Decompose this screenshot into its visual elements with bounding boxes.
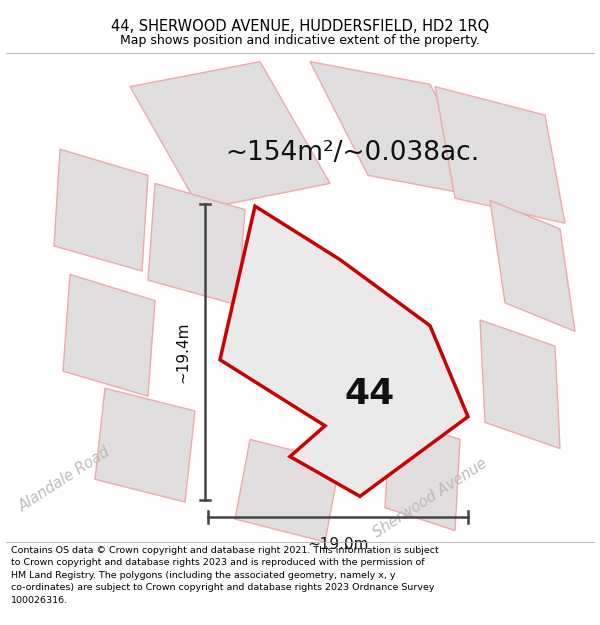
Text: Contains OS data © Crown copyright and database right 2021. This information is : Contains OS data © Crown copyright and d… — [11, 546, 439, 604]
Polygon shape — [480, 320, 560, 449]
Polygon shape — [63, 274, 155, 396]
Polygon shape — [54, 149, 148, 271]
Polygon shape — [220, 206, 468, 496]
Polygon shape — [385, 417, 460, 531]
Text: 44, SHERWOOD AVENUE, HUDDERSFIELD, HD2 1RQ: 44, SHERWOOD AVENUE, HUDDERSFIELD, HD2 1… — [111, 19, 489, 34]
Text: Alandale Road: Alandale Road — [17, 444, 113, 514]
Polygon shape — [490, 201, 575, 331]
Text: ~154m²/~0.038ac.: ~154m²/~0.038ac. — [225, 139, 479, 166]
Polygon shape — [130, 62, 330, 209]
Text: Sherwood Avenue: Sherwood Avenue — [370, 456, 490, 541]
Text: ~19.0m: ~19.0m — [307, 537, 369, 552]
Polygon shape — [310, 62, 490, 198]
Text: 44: 44 — [345, 377, 395, 411]
Text: Map shows position and indicative extent of the property.: Map shows position and indicative extent… — [120, 34, 480, 47]
Polygon shape — [148, 183, 245, 305]
Polygon shape — [235, 439, 340, 542]
Text: ~19.4m: ~19.4m — [176, 321, 191, 382]
Polygon shape — [435, 87, 565, 223]
Polygon shape — [95, 388, 195, 502]
